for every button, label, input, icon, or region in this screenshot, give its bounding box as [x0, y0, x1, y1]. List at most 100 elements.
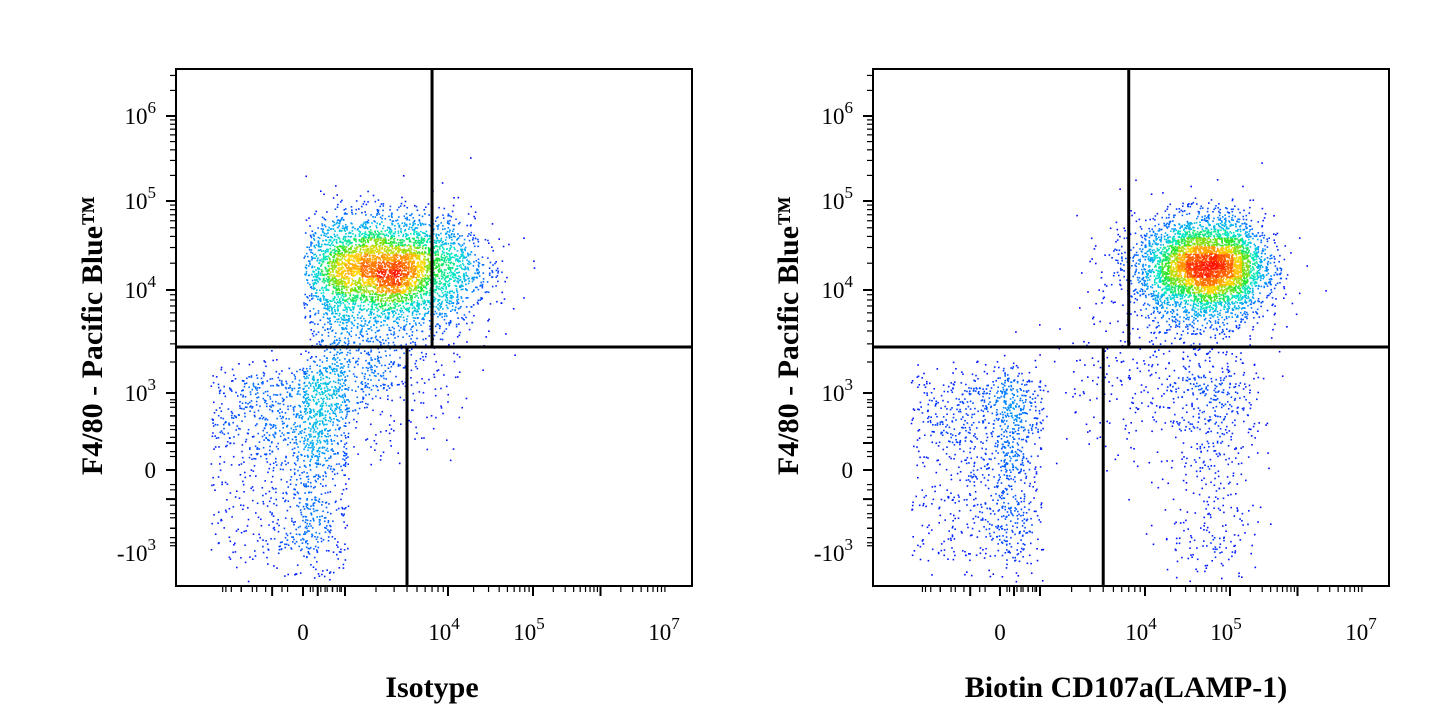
event-dot	[302, 367, 305, 370]
event-dot	[457, 307, 460, 310]
event-dot	[408, 290, 410, 293]
event-dot	[221, 483, 223, 486]
event-dot	[452, 302, 455, 304]
event-dot	[401, 276, 404, 279]
event-dot	[352, 266, 355, 269]
event-dot	[337, 304, 339, 307]
event-dot	[381, 313, 384, 316]
event-dot	[347, 259, 349, 261]
event-dot	[313, 323, 316, 325]
event-dot	[354, 268, 357, 270]
event-dot	[261, 435, 264, 438]
event-dot	[345, 288, 348, 291]
event-dot	[427, 238, 430, 240]
event-dot	[411, 213, 413, 215]
event-dot	[416, 300, 419, 302]
event-dot	[469, 225, 472, 227]
event-dot	[392, 233, 395, 235]
event-dot	[388, 265, 390, 267]
event-dot	[391, 278, 394, 280]
event-dot	[230, 464, 233, 466]
event-dot	[401, 239, 404, 241]
event-dot	[454, 248, 456, 251]
event-dot	[426, 290, 429, 293]
event-dot	[420, 238, 423, 241]
event-dot	[316, 427, 319, 430]
event-dot	[405, 225, 408, 227]
event-dot	[351, 306, 354, 308]
event-dot	[335, 270, 337, 272]
event-dot	[343, 264, 346, 267]
event-dot	[348, 259, 350, 262]
event-dot	[346, 264, 348, 266]
event-dot	[293, 488, 295, 490]
event-dot	[398, 272, 400, 275]
event-dot	[344, 248, 347, 250]
event-dot	[477, 261, 480, 264]
event-dot	[417, 244, 419, 247]
event-dot	[413, 238, 415, 241]
event-dot	[321, 224, 324, 227]
event-dot	[272, 521, 274, 523]
event-dot	[402, 305, 405, 307]
event-dot	[332, 256, 334, 258]
event-dot	[392, 300, 395, 302]
event-dot	[390, 276, 392, 278]
event-dot	[476, 277, 478, 279]
event-dot	[438, 327, 441, 330]
event-dot	[448, 222, 450, 225]
event-dot	[359, 308, 361, 310]
event-dot	[346, 241, 349, 243]
event-dot	[420, 288, 423, 291]
event-dot	[384, 264, 387, 267]
event-dot	[388, 289, 390, 291]
event-dot	[396, 309, 398, 311]
event-dot	[331, 276, 334, 278]
event-dot	[249, 447, 251, 449]
event-dot	[476, 286, 478, 289]
event-dot	[311, 279, 314, 282]
event-dot	[403, 204, 406, 207]
event-dot	[473, 234, 475, 237]
event-dot	[343, 274, 346, 277]
event-dot	[453, 235, 455, 237]
event-dot	[438, 241, 440, 244]
event-dot	[348, 265, 350, 267]
event-dot	[426, 266, 428, 268]
event-dot	[427, 276, 430, 278]
event-dot	[385, 293, 387, 295]
event-dot	[333, 224, 336, 226]
event-dot	[324, 266, 326, 269]
event-dot	[449, 278, 451, 281]
event-dot	[287, 486, 289, 488]
event-dot	[323, 323, 326, 326]
event-dot	[211, 522, 213, 525]
event-dot	[285, 417, 288, 420]
event-dot	[311, 439, 314, 442]
event-dot	[377, 290, 379, 292]
event-dot	[449, 319, 452, 322]
event-dot	[317, 249, 320, 252]
event-dot	[309, 315, 312, 317]
event-dot	[376, 291, 379, 294]
event-dot	[286, 432, 289, 434]
event-dot	[482, 272, 485, 274]
event-dot	[369, 275, 372, 278]
event-dot	[345, 294, 347, 297]
event-dot	[445, 259, 448, 262]
event-dot	[346, 388, 348, 390]
event-dot	[412, 274, 414, 276]
event-dot	[428, 251, 430, 254]
event-dot	[410, 255, 413, 258]
event-dot	[355, 289, 358, 292]
event-dot	[422, 289, 424, 292]
event-dot	[425, 230, 428, 233]
event-dot	[479, 285, 481, 287]
event-dot	[317, 268, 319, 270]
event-dot	[456, 312, 458, 314]
event-dot	[415, 276, 417, 279]
event-dot	[370, 285, 372, 288]
event-dot	[322, 250, 325, 252]
event-dot	[440, 258, 442, 261]
event-dot	[359, 249, 362, 251]
